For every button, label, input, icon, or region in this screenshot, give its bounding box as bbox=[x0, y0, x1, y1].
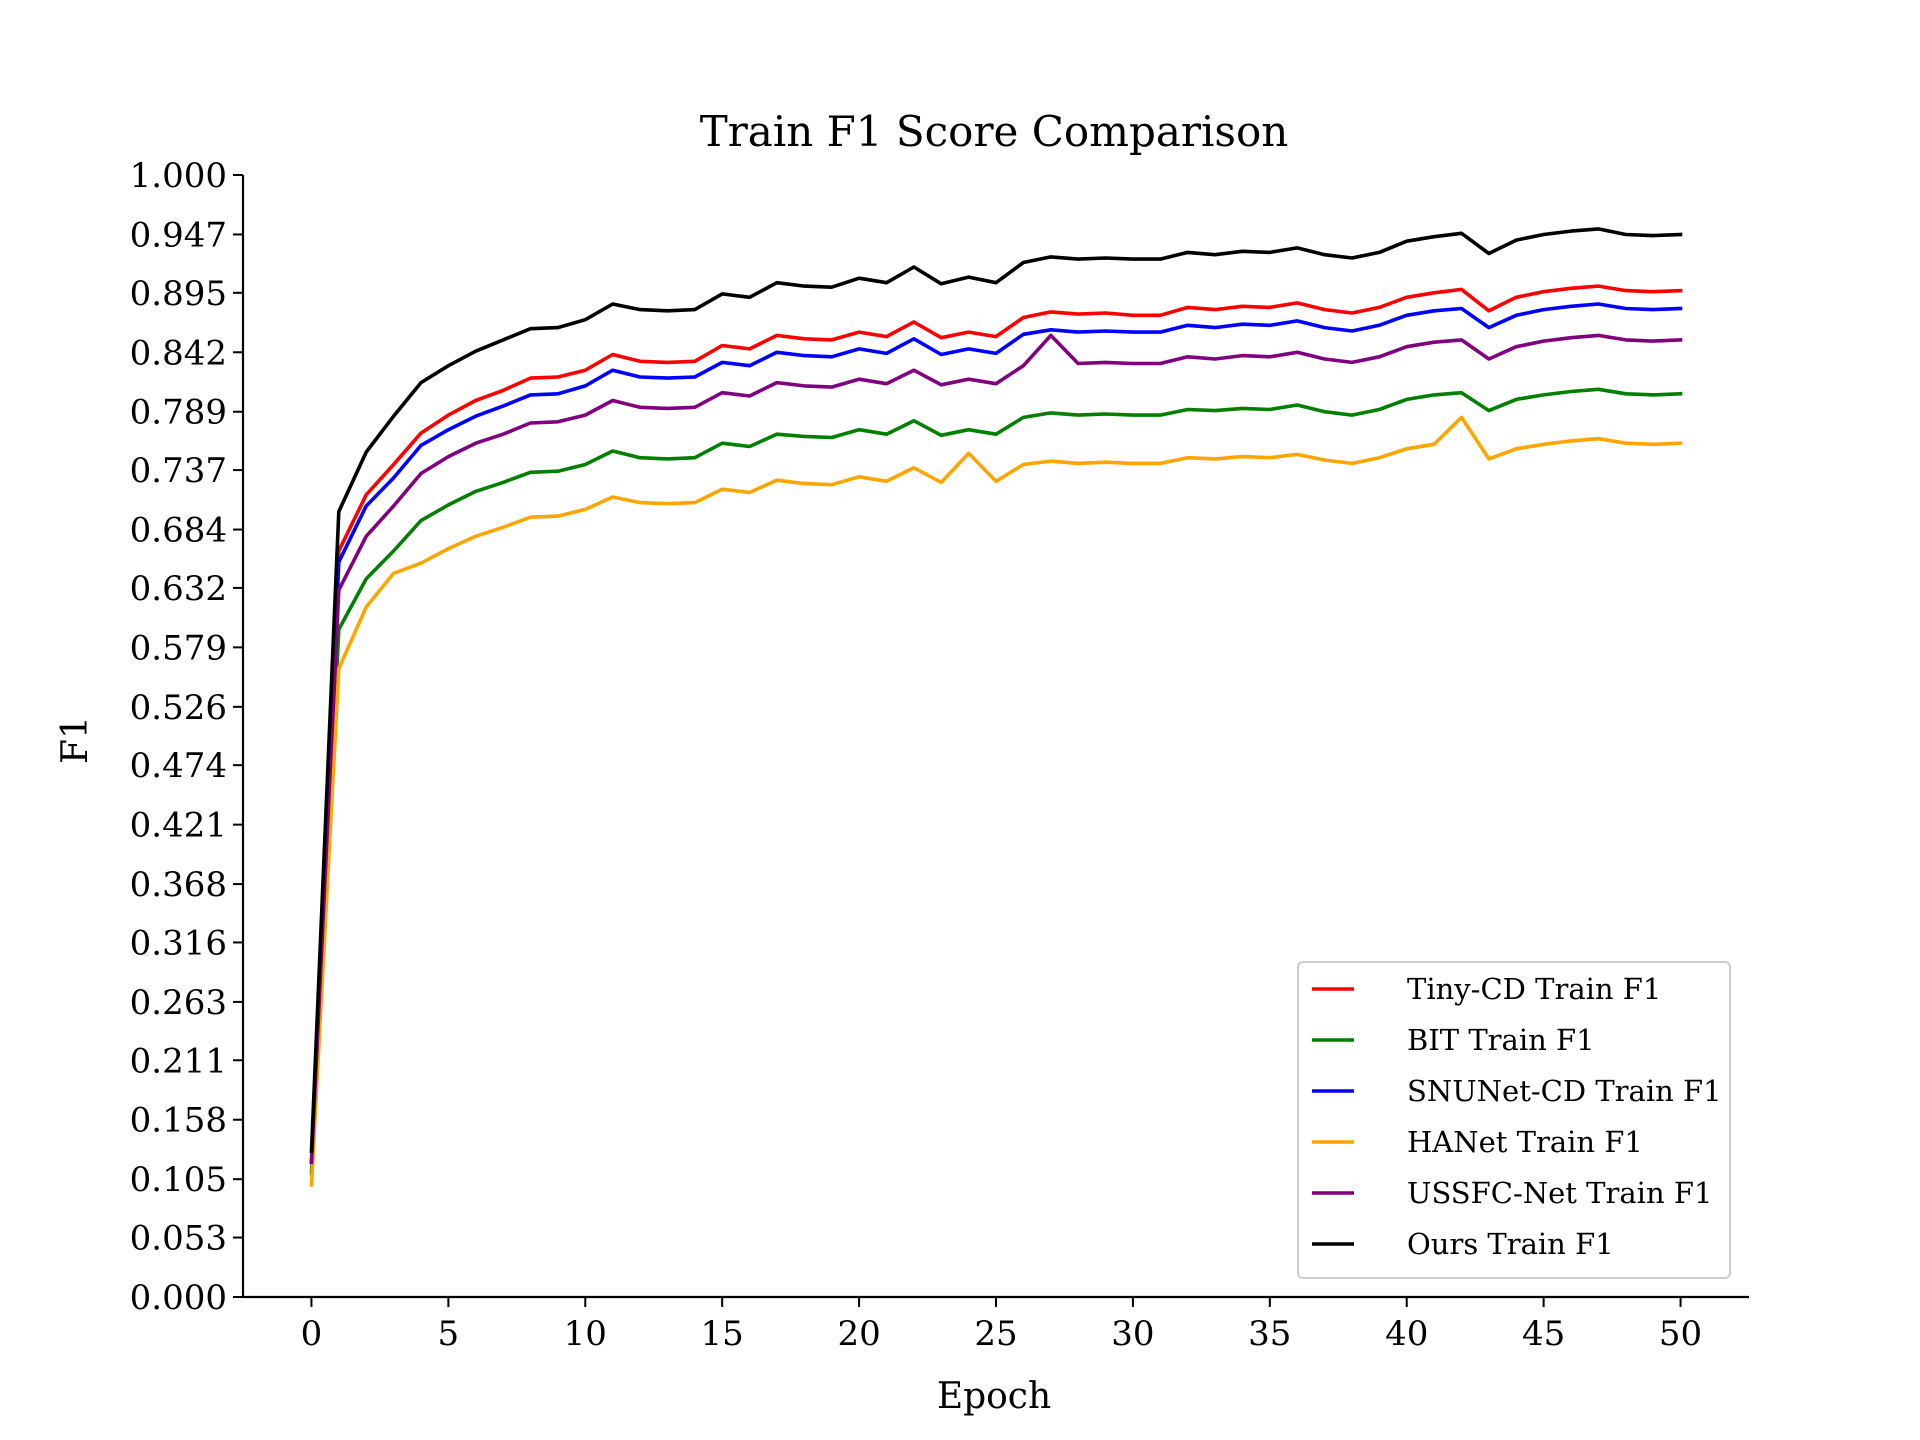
series-line-4 bbox=[309, 333, 1683, 1165]
y-tick-label: 1.000 bbox=[130, 156, 227, 196]
legend: Tiny-CD Train F1 BIT Train F1 SNUNet-CD Tr… bbox=[1297, 961, 1731, 1279]
legend-items: Tiny-CD Train F1 BIT Train F1 SNUNet-CD Tr… bbox=[1312, 972, 1722, 1261]
y-tick-label: 0.789 bbox=[130, 393, 227, 433]
series-line-3 bbox=[309, 415, 1683, 1187]
legend-label: USSFC-Net Train F1 bbox=[1407, 1176, 1712, 1210]
x-ticks: 0 5 10 15 20 25 30 35 40 45 50 bbox=[301, 1297, 1702, 1354]
x-tick-label: 5 bbox=[438, 1314, 460, 1354]
y-tick-label: 0.684 bbox=[130, 511, 227, 551]
series-line-5 bbox=[309, 227, 1683, 1153]
y-tick-label: 0.579 bbox=[130, 628, 227, 668]
y-ticks: 0.000 0.053 0.105 0.158 0.211 0.263 0.316 0.368… bbox=[130, 156, 243, 1318]
y-tick-label: 0.474 bbox=[130, 746, 227, 786]
x-tick-label: 25 bbox=[974, 1314, 1017, 1354]
x-tick-label: 10 bbox=[564, 1314, 607, 1354]
series-line-1 bbox=[309, 387, 1683, 1176]
series-line-0 bbox=[309, 284, 1683, 1165]
y-tick-label: 0.000 bbox=[130, 1278, 227, 1318]
y-tick-label: 0.842 bbox=[130, 333, 227, 373]
y-tick-label: 0.053 bbox=[130, 1219, 227, 1259]
legend-label: Tiny-CD Train F1 bbox=[1407, 972, 1661, 1006]
legend-label: Ours Train F1 bbox=[1407, 1227, 1614, 1261]
x-tick-label: 40 bbox=[1385, 1314, 1428, 1354]
y-tick-label: 0.895 bbox=[130, 274, 227, 314]
x-tick-label: 35 bbox=[1248, 1314, 1291, 1354]
legend-label: HANet Train F1 bbox=[1407, 1125, 1643, 1159]
y-tick-label: 0.632 bbox=[130, 569, 227, 609]
y-tick-label: 0.105 bbox=[130, 1160, 227, 1200]
y-tick-label: 0.526 bbox=[130, 688, 227, 728]
legend-label: BIT Train F1 bbox=[1407, 1023, 1595, 1057]
y-tick-label: 0.158 bbox=[130, 1101, 227, 1141]
y-tick-label: 0.316 bbox=[130, 923, 227, 963]
series-layer bbox=[309, 227, 1683, 1187]
series-line-2 bbox=[309, 302, 1683, 1165]
legend-box bbox=[1297, 961, 1731, 1279]
x-tick-label: 50 bbox=[1659, 1314, 1702, 1354]
legend-label: SNUNet-CD Train F1 bbox=[1407, 1074, 1722, 1108]
x-axis-label: Epoch bbox=[937, 1376, 1051, 1417]
y-tick-label: 0.421 bbox=[130, 806, 227, 846]
y-tick-label: 0.947 bbox=[130, 215, 227, 255]
x-tick-label: 0 bbox=[301, 1314, 323, 1354]
x-tick-label: 45 bbox=[1522, 1314, 1565, 1354]
y-axis-label: F1 bbox=[55, 716, 96, 764]
y-tick-label: 0.368 bbox=[130, 865, 227, 905]
x-tick-label: 15 bbox=[701, 1314, 744, 1354]
x-tick-label: 30 bbox=[1111, 1314, 1154, 1354]
y-tick-label: 0.211 bbox=[130, 1041, 227, 1081]
chart-title: Train F1 Score Comparison bbox=[700, 107, 1289, 156]
y-tick-label: 0.263 bbox=[130, 983, 227, 1023]
y-tick-label: 0.737 bbox=[130, 451, 227, 491]
x-tick-label: 20 bbox=[837, 1314, 880, 1354]
